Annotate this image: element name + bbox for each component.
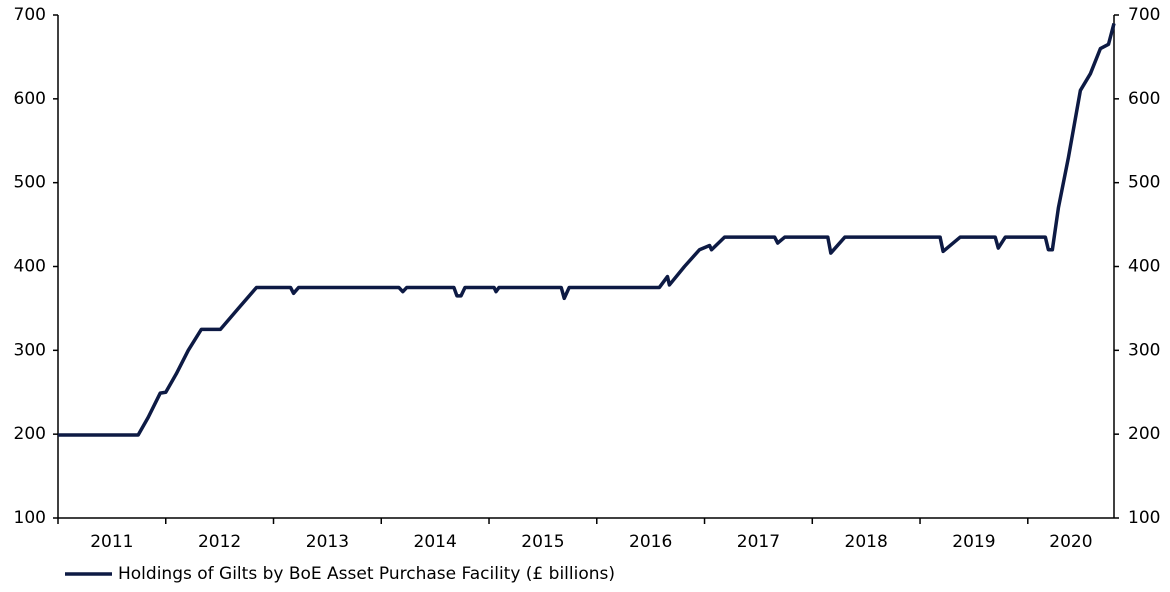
x-tick-label: 2016 [629,532,672,552]
y2-tick-label: 300 [1128,340,1160,360]
series-line [58,22,1116,437]
y2-tick-label: 400 [1128,257,1160,277]
y-tick-label: 200 [14,424,46,444]
x-tick-label: 2015 [521,532,564,552]
y-tick-label: 300 [14,340,46,360]
x-tick-label: 2018 [845,532,888,552]
x-tick-label: 2017 [737,532,780,552]
y2-tick-label: 200 [1128,424,1160,444]
y-tick-label: 500 [14,173,46,193]
x-tick-label: 2014 [414,532,457,552]
y2-tick-label: 600 [1128,89,1160,109]
y2-tick-label: 700 [1128,5,1160,25]
x-tick-label: 2012 [198,532,241,552]
x-tick-label: 2013 [306,532,349,552]
y-tick-label: 700 [14,5,46,25]
legend-label: Holdings of Gilts by BoE Asset Purchase … [118,564,615,584]
y-tick-label: 400 [14,257,46,277]
x-tick-label: 2020 [1049,532,1092,552]
y2-tick-label: 100 [1128,508,1160,528]
y2-tick-label: 500 [1128,173,1160,193]
x-tick-label: 2011 [90,532,133,552]
x-tick-label: 2019 [952,532,995,552]
y-tick-label: 600 [14,89,46,109]
y-tick-label: 100 [14,508,46,528]
